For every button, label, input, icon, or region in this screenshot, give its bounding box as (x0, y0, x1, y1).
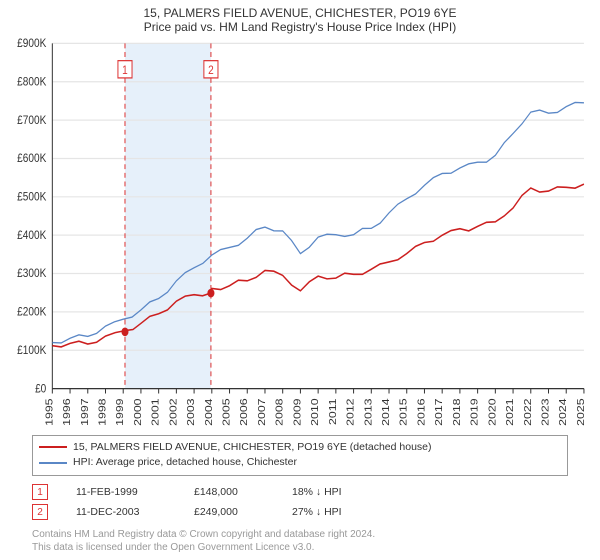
svg-text:£800K: £800K (17, 76, 47, 89)
svg-text:2010: 2010 (310, 398, 321, 425)
legend-swatch-1 (39, 462, 67, 464)
line-chart-svg: £0 £100K £200K £300K £400K £500K £600K £700K £80… (4, 36, 592, 431)
svg-text:2007: 2007 (257, 398, 268, 425)
marker-table: 1 11-FEB-1999 £148,000 18% ↓ HPI 2 11-DE… (32, 482, 568, 522)
svg-text:2011: 2011 (328, 398, 339, 425)
legend-item-0: 15, PALMERS FIELD AVENUE, CHICHESTER, PO… (39, 440, 561, 456)
marker-price-1: £249,000 (194, 506, 264, 518)
marker-date-0: 11-FEB-1999 (76, 486, 166, 498)
svg-text:2015: 2015 (399, 398, 410, 425)
svg-text:£500K: £500K (17, 191, 47, 204)
svg-text:2008: 2008 (275, 398, 286, 425)
attribution-footer: Contains HM Land Registry data © Crown c… (32, 528, 568, 554)
svg-text:2009: 2009 (292, 398, 303, 425)
footer-line2: This data is licensed under the Open Gov… (32, 541, 568, 554)
svg-text:£700K: £700K (17, 114, 47, 127)
marker-pct-1: 27% ↓ HPI (292, 506, 382, 518)
svg-text:1997: 1997 (80, 398, 91, 425)
svg-text:2006: 2006 (239, 398, 250, 425)
svg-text:2022: 2022 (523, 398, 534, 425)
svg-text:2018: 2018 (452, 398, 463, 425)
marker-num-1: 2 (32, 504, 48, 520)
marker-num-0: 1 (32, 484, 48, 500)
svg-text:2017: 2017 (434, 398, 445, 425)
footer-line1: Contains HM Land Registry data © Crown c… (32, 528, 568, 541)
svg-text:£900K: £900K (17, 37, 47, 50)
svg-text:2013: 2013 (363, 398, 374, 425)
svg-text:2023: 2023 (540, 398, 551, 425)
svg-text:2003: 2003 (186, 398, 197, 425)
svg-text:2012: 2012 (346, 398, 357, 425)
svg-text:£0: £0 (35, 382, 46, 395)
legend-label-1: HPI: Average price, detached house, Chic… (73, 455, 297, 471)
svg-text:2019: 2019 (470, 398, 481, 425)
svg-text:£600K: £600K (17, 152, 47, 165)
marker-row-1: 2 11-DEC-2003 £249,000 27% ↓ HPI (32, 502, 568, 522)
svg-text:2014: 2014 (381, 398, 392, 425)
svg-text:£300K: £300K (17, 267, 47, 280)
svg-text:2021: 2021 (505, 398, 516, 425)
chart-subtitle: Price paid vs. HM Land Registry's House … (0, 20, 600, 34)
svg-text:1996: 1996 (62, 398, 73, 425)
chart-title-block: 15, PALMERS FIELD AVENUE, CHICHESTER, PO… (0, 0, 600, 36)
legend-swatch-0 (39, 446, 67, 448)
chart-title: 15, PALMERS FIELD AVENUE, CHICHESTER, PO… (0, 6, 600, 20)
svg-text:2004: 2004 (204, 398, 215, 425)
legend-box: 15, PALMERS FIELD AVENUE, CHICHESTER, PO… (32, 435, 568, 477)
svg-text:2000: 2000 (133, 398, 144, 425)
svg-text:2005: 2005 (221, 398, 232, 425)
svg-text:2020: 2020 (487, 398, 498, 425)
svg-text:1: 1 (122, 64, 128, 77)
marker-date-1: 11-DEC-2003 (76, 506, 166, 518)
svg-text:2024: 2024 (558, 398, 569, 425)
svg-text:£400K: £400K (17, 229, 47, 242)
svg-text:2: 2 (208, 64, 214, 77)
chart-area: £0 £100K £200K £300K £400K £500K £600K £700K £80… (0, 36, 600, 431)
svg-text:£100K: £100K (17, 344, 47, 357)
svg-text:1999: 1999 (115, 398, 126, 425)
marker-price-0: £148,000 (194, 486, 264, 498)
svg-text:2002: 2002 (168, 398, 179, 425)
marker-pct-0: 18% ↓ HPI (292, 486, 382, 498)
marker-row-0: 1 11-FEB-1999 £148,000 18% ↓ HPI (32, 482, 568, 502)
svg-text:1998: 1998 (97, 398, 108, 425)
svg-text:2025: 2025 (576, 398, 587, 425)
svg-text:£200K: £200K (17, 306, 47, 319)
svg-text:2001: 2001 (151, 398, 162, 425)
legend-item-1: HPI: Average price, detached house, Chic… (39, 455, 561, 471)
svg-text:1995: 1995 (44, 398, 55, 425)
legend-label-0: 15, PALMERS FIELD AVENUE, CHICHESTER, PO… (73, 440, 432, 456)
svg-text:2016: 2016 (416, 398, 427, 425)
